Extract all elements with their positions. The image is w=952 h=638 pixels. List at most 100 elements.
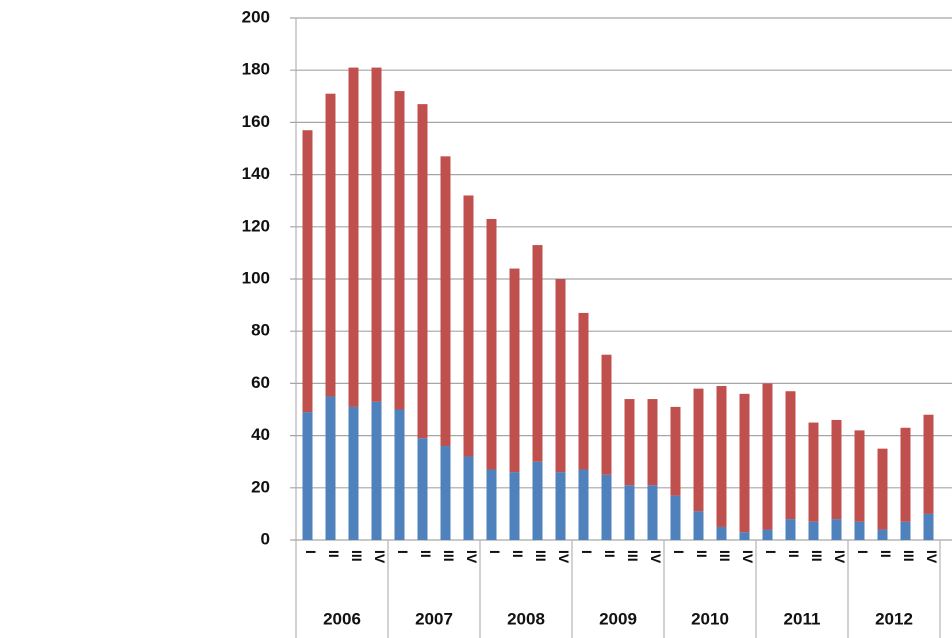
group-label: 2009: [599, 609, 637, 628]
bar-segment: [601, 474, 612, 540]
bar-segment: [831, 519, 842, 540]
bar-segment: [440, 156, 451, 447]
x-tick-label: II: [418, 550, 434, 558]
x-tick-label: IV: [924, 550, 940, 564]
bar-segment: [440, 446, 451, 540]
x-tick-label: III: [533, 550, 549, 562]
x-tick-label: I: [763, 550, 779, 554]
bar-segment: [739, 393, 750, 533]
x-tick-label: III: [625, 550, 641, 562]
bar-segment: [693, 511, 704, 540]
group-label: 2010: [691, 609, 729, 628]
bar-segment: [900, 521, 911, 540]
bar-segment: [624, 399, 635, 486]
bar-segment: [555, 279, 566, 473]
x-tick-label: I: [579, 550, 595, 554]
y-tick-label: 140: [242, 164, 270, 183]
x-tick-label: III: [441, 550, 457, 562]
y-tick-label: 80: [251, 321, 270, 340]
bar-segment: [900, 427, 911, 522]
bar-segment: [463, 456, 474, 540]
y-tick-label: 40: [251, 425, 270, 444]
bar-segment: [923, 513, 934, 540]
bar-segment: [417, 438, 428, 540]
bar-segment: [532, 245, 543, 462]
group-label: 2006: [323, 609, 361, 628]
x-tick-label: IV: [372, 550, 388, 564]
bar-segment: [716, 526, 727, 540]
x-tick-label: I: [855, 550, 871, 554]
group-label: 2008: [507, 609, 545, 628]
bar-segment: [854, 521, 865, 540]
bar-segment: [302, 412, 313, 540]
bar-segment: [486, 469, 497, 540]
y-tick-label: 120: [242, 216, 270, 235]
bar-segment: [647, 399, 658, 486]
y-tick-label: 160: [242, 112, 270, 131]
bar-segment: [371, 401, 382, 540]
y-tick-label: 100: [242, 268, 270, 287]
bar-segment: [808, 422, 819, 522]
bar-segment: [854, 430, 865, 522]
bar-segment: [762, 529, 773, 540]
bar-segment: [693, 388, 704, 512]
bar-segment: [831, 419, 842, 520]
x-tick-label: IV: [464, 550, 480, 564]
x-tick-label: III: [717, 550, 733, 562]
x-tick-label: II: [786, 550, 802, 558]
bar-segment: [785, 519, 796, 540]
bar-segment: [348, 67, 359, 407]
bar-segment: [325, 396, 336, 540]
bar-segment: [923, 414, 934, 514]
bar-segment: [394, 409, 405, 540]
x-tick-label: IV: [832, 550, 848, 564]
bar-segment: [624, 485, 635, 540]
bar-segment: [509, 268, 520, 473]
x-tick-label: III: [349, 550, 365, 562]
y-tick-label: 60: [251, 373, 270, 392]
x-tick-label: II: [326, 550, 342, 558]
x-tick-label: II: [878, 550, 894, 558]
group-label: 2007: [415, 609, 453, 628]
bar-segment: [325, 93, 336, 397]
x-tick-label: III: [809, 550, 825, 562]
x-tick-label: I: [395, 550, 411, 554]
bar-segment: [417, 104, 428, 439]
bar-segment: [509, 472, 520, 540]
bar-segment: [555, 472, 566, 540]
x-tick-label: II: [510, 550, 526, 558]
y-tick-label: 20: [251, 477, 270, 496]
bar-segment: [670, 495, 681, 540]
bar-segment: [578, 469, 589, 540]
y-tick-label: 180: [242, 60, 270, 79]
bar-segment: [808, 521, 819, 540]
x-tick-label: IV: [740, 550, 756, 564]
bar-segment: [785, 391, 796, 520]
bar-segment: [877, 448, 888, 530]
bar-segment: [716, 386, 727, 527]
bar-segment: [762, 383, 773, 530]
y-tick-label: 200: [242, 7, 270, 26]
bar-segment: [739, 532, 750, 540]
x-tick-label: I: [303, 550, 319, 554]
x-tick-label: IV: [648, 550, 664, 564]
bar-segment: [371, 67, 382, 402]
bar-segment: [486, 218, 497, 470]
group-label: 2012: [875, 609, 913, 628]
x-tick-label: III: [901, 550, 917, 562]
bar-segment: [302, 130, 313, 413]
bar-segment: [578, 312, 589, 470]
x-tick-label: I: [671, 550, 687, 554]
bar-segment: [532, 461, 543, 540]
x-tick-label: IV: [556, 550, 572, 564]
bar-segment: [877, 529, 888, 540]
bar-segment: [670, 406, 681, 496]
x-tick-label: II: [694, 550, 710, 558]
x-tick-label: I: [487, 550, 503, 554]
bar-segment: [463, 195, 474, 457]
bar-segment: [394, 91, 405, 410]
bar-segment: [348, 406, 359, 540]
group-label: 2011: [784, 609, 821, 628]
y-tick-label: 0: [261, 529, 270, 548]
